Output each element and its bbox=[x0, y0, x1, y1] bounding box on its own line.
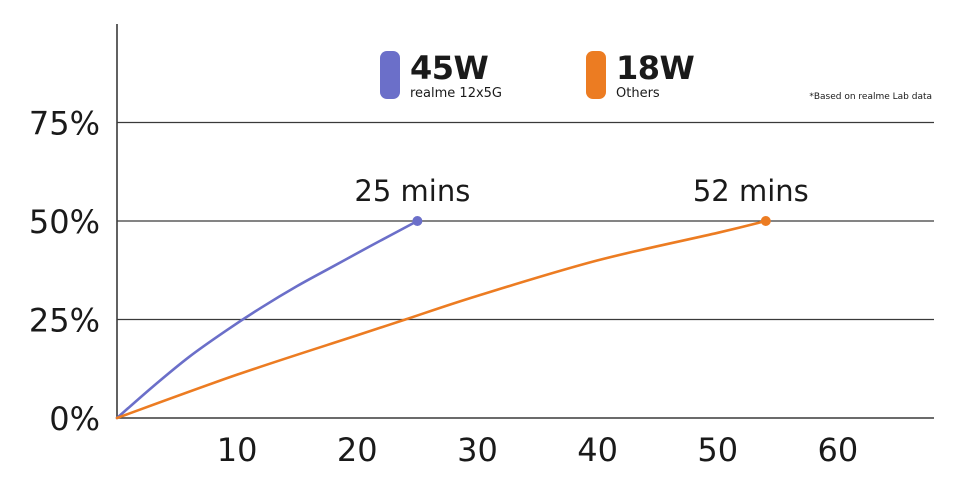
legend-label-45w: 45W bbox=[410, 49, 489, 87]
y-tick-label-75: 75% bbox=[29, 105, 100, 143]
data-label-45w: 25 mins bbox=[354, 174, 470, 208]
series-line-45w bbox=[115, 219, 419, 420]
series-line-18w bbox=[115, 219, 768, 420]
y-tick-label-0: 0% bbox=[49, 400, 100, 438]
x-tick-label-40: 40 bbox=[577, 431, 618, 469]
source-note: *Based on realme Lab data bbox=[809, 92, 932, 102]
data-label-18w: 52 mins bbox=[693, 174, 809, 208]
y-tick-label-50: 50% bbox=[29, 203, 100, 241]
series-endpoint-45w bbox=[412, 216, 423, 226]
y-tick-label-25: 25% bbox=[29, 302, 100, 340]
x-tick-label-50: 50 bbox=[697, 431, 738, 469]
legend-sublabel-45w: realme 12x5G bbox=[410, 86, 503, 101]
x-tick-label-10: 10 bbox=[217, 431, 258, 469]
legend-swatch-18w bbox=[586, 51, 606, 99]
legend-label-18w: 18W bbox=[616, 49, 695, 87]
legend-sublabel-18w: Others bbox=[616, 86, 660, 101]
x-tick-label-30: 30 bbox=[457, 431, 498, 469]
x-tick-label-20: 20 bbox=[337, 431, 378, 469]
legend-item-18w: 18W Others bbox=[586, 49, 695, 102]
legend-item-45w: 45W realme 12x5G bbox=[380, 51, 502, 102]
legend-swatch-45w bbox=[380, 51, 400, 99]
x-tick-label-60: 60 bbox=[818, 431, 859, 469]
series-endpoint-18w bbox=[760, 216, 771, 226]
